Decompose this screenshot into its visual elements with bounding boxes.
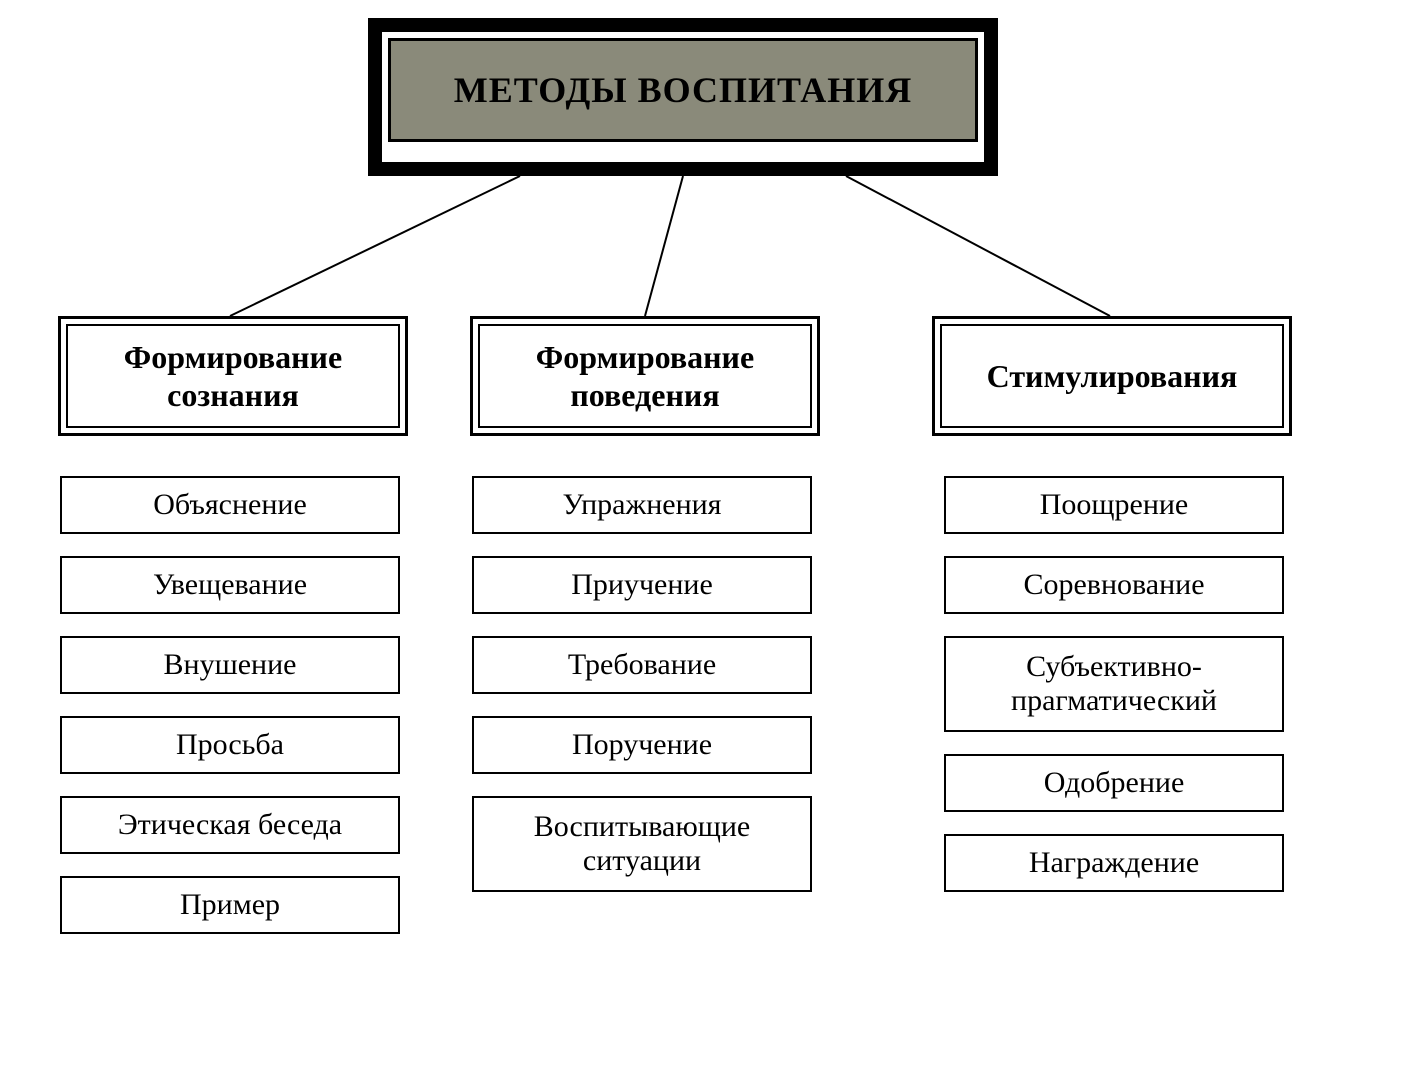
root-node: МЕТОДЫ ВОСПИТАНИЯ xyxy=(368,18,998,176)
edge-root-consciousness xyxy=(230,176,520,316)
item-stimulation-3-label: Одобрение xyxy=(1044,766,1185,801)
item-stimulation-2: Субъективно-прагматический xyxy=(944,636,1284,732)
item-consciousness-3-label: Просьба xyxy=(176,728,284,763)
item-behavior-3-label: Поручение xyxy=(572,728,712,763)
item-behavior-2-label: Требование xyxy=(568,648,716,683)
item-consciousness-0: Объяснение xyxy=(60,476,400,534)
item-consciousness-0-label: Объяснение xyxy=(153,488,307,523)
item-consciousness-3: Просьба xyxy=(60,716,400,774)
item-consciousness-1-label: Увещевание xyxy=(153,568,307,603)
item-behavior-0-label: Упражнения xyxy=(563,488,722,523)
item-consciousness-1: Увещевание xyxy=(60,556,400,614)
category-behavior-label: Формированиеповедения xyxy=(536,338,754,415)
item-stimulation-0: Поощрение xyxy=(944,476,1284,534)
item-stimulation-4-label: Награждение xyxy=(1029,846,1199,881)
item-stimulation-2-label: Субъективно-прагматический xyxy=(1011,650,1217,719)
item-consciousness-5: Пример xyxy=(60,876,400,934)
item-consciousness-4: Этическая беседа xyxy=(60,796,400,854)
item-behavior-4-label: Воспитывающиеситуации xyxy=(534,810,750,879)
category-consciousness: Формированиесознания xyxy=(58,316,408,436)
item-stimulation-3: Одобрение xyxy=(944,754,1284,812)
root-label: МЕТОДЫ ВОСПИТАНИЯ xyxy=(454,69,913,111)
item-behavior-1-label: Приучение xyxy=(571,568,713,603)
item-stimulation-4: Награждение xyxy=(944,834,1284,892)
item-stimulation-1-label: Соревнование xyxy=(1023,568,1204,603)
item-behavior-1: Приучение xyxy=(472,556,812,614)
edge-root-stimulation xyxy=(846,176,1110,316)
item-stimulation-0-label: Поощрение xyxy=(1040,488,1189,523)
root-inner: МЕТОДЫ ВОСПИТАНИЯ xyxy=(388,38,978,142)
category-consciousness-inner: Формированиесознания xyxy=(66,324,400,428)
category-stimulation: Стимулирования xyxy=(932,316,1292,436)
item-behavior-2: Требование xyxy=(472,636,812,694)
category-stimulation-inner: Стимулирования xyxy=(940,324,1284,428)
item-consciousness-4-label: Этическая беседа xyxy=(118,808,342,843)
item-behavior-0: Упражнения xyxy=(472,476,812,534)
item-consciousness-2-label: Внушение xyxy=(164,648,297,683)
item-behavior-4: Воспитывающиеситуации xyxy=(472,796,812,892)
item-consciousness-5-label: Пример xyxy=(180,888,280,923)
edge-root-behavior xyxy=(645,176,683,316)
category-stimulation-label: Стимулирования xyxy=(987,357,1238,395)
category-behavior: Формированиеповедения xyxy=(470,316,820,436)
category-behavior-inner: Формированиеповедения xyxy=(478,324,812,428)
item-stimulation-1: Соревнование xyxy=(944,556,1284,614)
item-consciousness-2: Внушение xyxy=(60,636,400,694)
item-behavior-3: Поручение xyxy=(472,716,812,774)
category-consciousness-label: Формированиесознания xyxy=(124,338,342,415)
